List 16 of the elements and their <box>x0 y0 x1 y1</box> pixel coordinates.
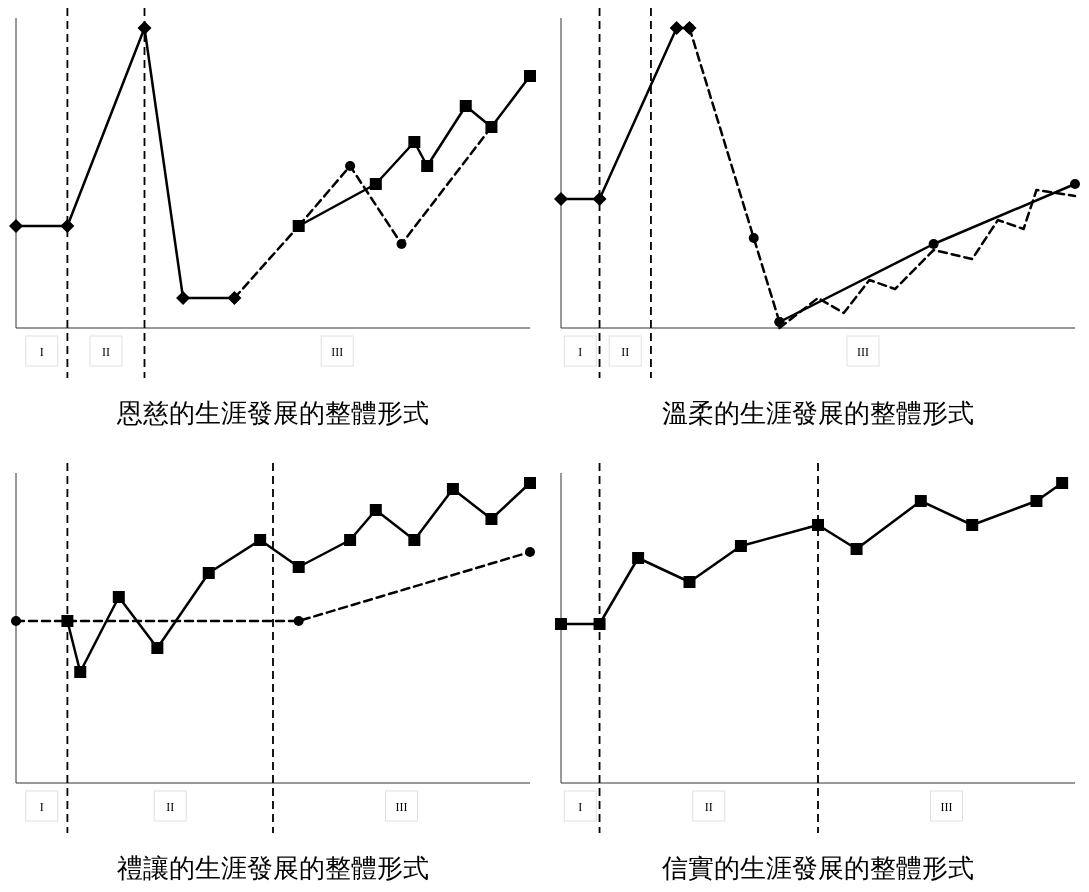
text: II <box>621 345 630 359</box>
text: 信實的生涯發展的整體形式 <box>662 853 974 883</box>
text: III <box>856 345 869 359</box>
text: II <box>166 800 175 814</box>
text: I <box>578 800 583 814</box>
text: 禮讓的生涯發展的整體形式 <box>117 853 429 883</box>
text: III <box>331 345 344 359</box>
text: I <box>578 345 583 359</box>
text: I <box>39 800 44 814</box>
text: II <box>101 345 110 359</box>
text: 溫柔的生涯發展的整體形式 <box>662 398 974 428</box>
text: I <box>39 345 44 359</box>
text: II <box>704 800 713 814</box>
text: III <box>395 800 408 814</box>
text: III <box>940 800 953 814</box>
text: 恩慈的生涯發展的整體形式 <box>116 398 429 428</box>
